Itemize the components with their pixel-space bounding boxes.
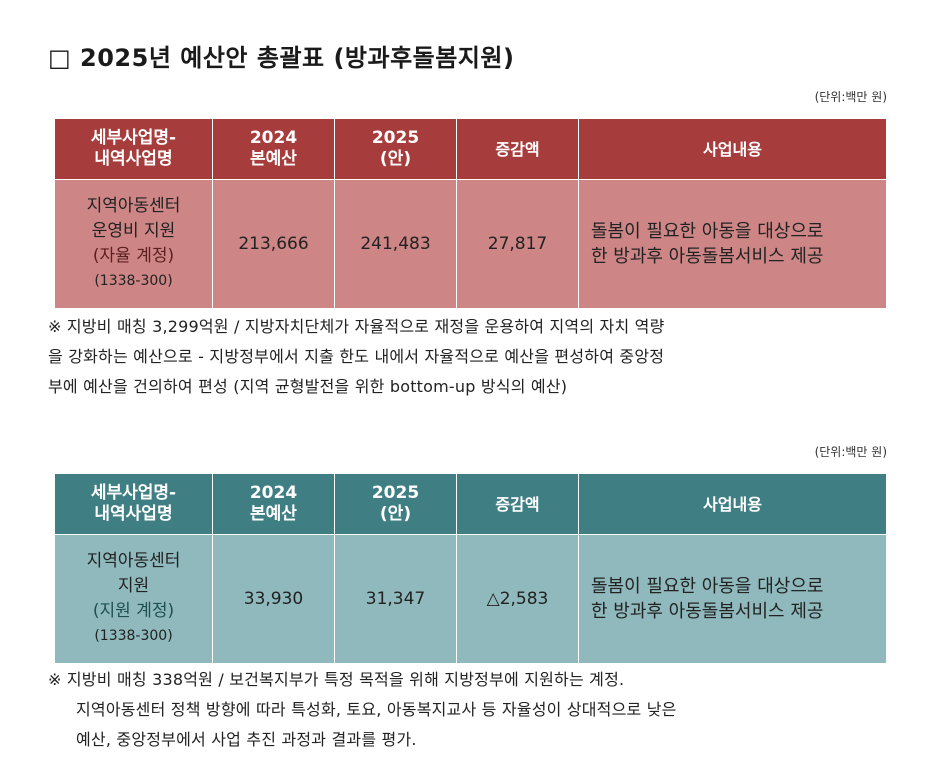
budget-table-support: 세부사업명- 내역사업명 2024 본예산 2025 (안) 증감액 사업내용 … xyxy=(54,473,887,664)
cell-project-name: 지역아동센터 지원 (지원 계정) (1338-300) xyxy=(54,534,213,664)
cell-change: 27,817 xyxy=(456,179,579,309)
cell-2025-budget: 31,347 xyxy=(334,534,457,664)
table-header-row: 세부사업명- 내역사업명 2024 본예산 2025 (안) 증감액 사업내용 xyxy=(54,473,887,535)
budget-table-autonomous: 세부사업명- 내역사업명 2024 본예산 2025 (안) 증감액 사업내용 … xyxy=(54,118,887,309)
footnote-autonomous: ※ 지방비 매칭 3,299억원 / 지방자치단체가 자율적으로 재정을 운용하… xyxy=(48,317,665,396)
footnote-support: ※ 지방비 매칭 338억원 / 보건복지부가 특정 목적을 위해 지방정부에 … xyxy=(48,670,677,749)
cell-2024-budget: 33,930 xyxy=(212,534,335,664)
account-type: (지원 계정) xyxy=(92,601,175,621)
cell-change: △2,583 xyxy=(456,534,579,664)
header-content: 사업내용 xyxy=(578,118,887,180)
cell-2024-budget: 213,666 xyxy=(212,179,335,309)
header-2024-budget: 2024 본예산 xyxy=(212,118,335,180)
header-2025-draft: 2025 (안) xyxy=(334,118,457,180)
header-project-name: 세부사업명- 내역사업명 xyxy=(54,118,213,180)
unit-label-2: (단위:백만 원) xyxy=(814,445,887,459)
table-header-row: 세부사업명- 내역사업명 2024 본예산 2025 (안) 증감액 사업내용 xyxy=(54,118,887,180)
account-type: (자율 계정) xyxy=(92,246,175,266)
header-project-name: 세부사업명- 내역사업명 xyxy=(54,473,213,535)
table-row: 지역아동센터 지원 (지원 계정) (1338-300) 33,930 31,3… xyxy=(54,534,887,664)
header-content: 사업내용 xyxy=(578,473,887,535)
cell-content: 돌봄이 필요한 아동을 대상으로 한 방과후 아동돌봄서비스 제공 xyxy=(578,179,887,309)
cell-content: 돌봄이 필요한 아동을 대상으로 한 방과후 아동돌봄서비스 제공 xyxy=(578,534,887,664)
cell-2025-budget: 241,483 xyxy=(334,179,457,309)
header-2025-draft: 2025 (안) xyxy=(334,473,457,535)
program-code: (1338-300) xyxy=(94,273,173,289)
header-change: 증감액 xyxy=(456,118,579,180)
cell-project-name: 지역아동센터 운영비 지원 (자율 계정) (1338-300) xyxy=(54,179,213,309)
program-code: (1338-300) xyxy=(94,628,173,644)
page-title: □ 2025년 예산안 총괄표 (방과후돌봄지원) xyxy=(48,44,515,72)
header-2024-budget: 2024 본예산 xyxy=(212,473,335,535)
header-change: 증감액 xyxy=(456,473,579,535)
unit-label-1: (단위:백만 원) xyxy=(814,90,887,104)
table-row: 지역아동센터 운영비 지원 (자율 계정) (1338-300) 213,666… xyxy=(54,179,887,309)
